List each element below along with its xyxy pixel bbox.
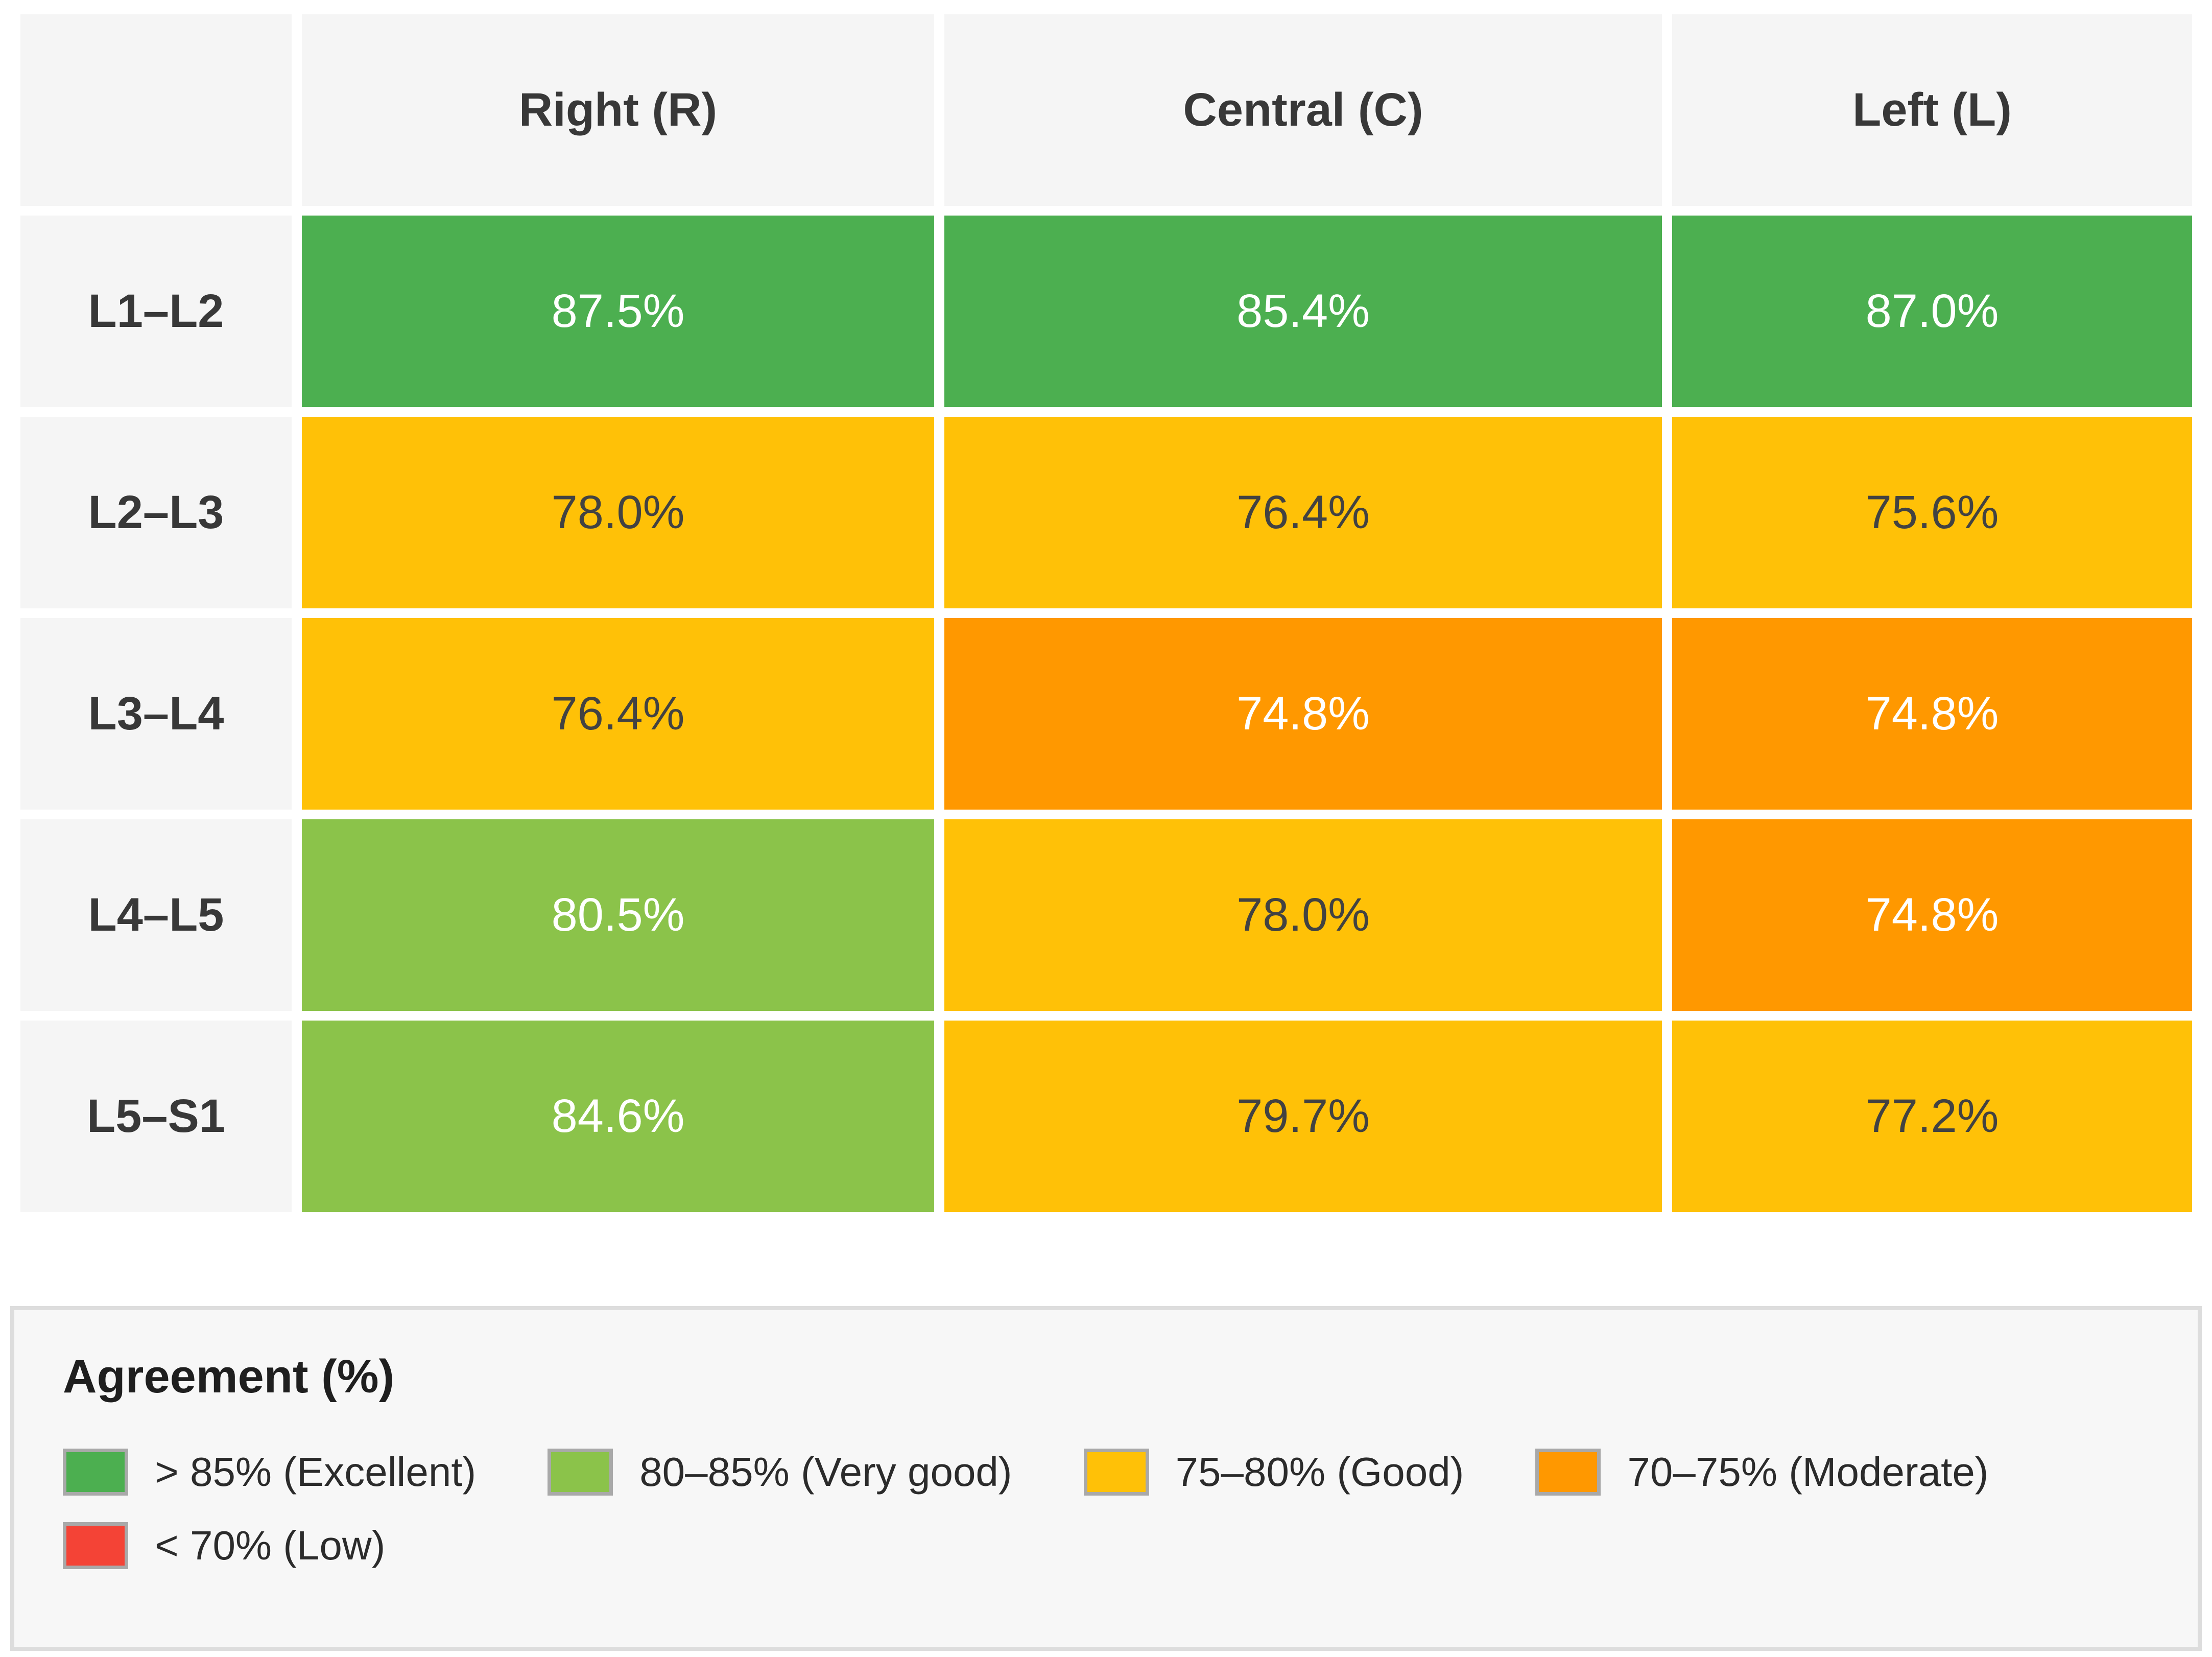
legend-item-label: < 70% (Low) xyxy=(155,1523,386,1568)
heatmap-cell-l5s1-right: 84.6% xyxy=(302,1021,934,1212)
heatmap-cell-l3l4-left: 74.8% xyxy=(1672,618,2192,810)
legend-item-label: 70–75% (Moderate) xyxy=(1627,1449,1989,1495)
legend-item-good: 75–80% (Good) xyxy=(1083,1449,1464,1496)
legend-item-very-good: 80–85% (Very good) xyxy=(548,1449,1012,1496)
row-label-l5-s1: L5–S1 xyxy=(20,1021,292,1212)
col-header-central: Central (C) xyxy=(944,14,1662,206)
heatmap-cell-l3l4-central: 74.8% xyxy=(944,618,1662,810)
agreement-heatmap-table: Right (R) Central (C) Left (L) L1–L2 87.… xyxy=(20,14,2192,1212)
legend-swatch-good xyxy=(1083,1449,1149,1496)
heatmap-cell-l1l2-central: 85.4% xyxy=(944,216,1662,407)
legend-swatch-low xyxy=(63,1522,128,1569)
row-label-l3-l4: L3–L4 xyxy=(20,618,292,810)
heatmap-cell-l5s1-left: 77.2% xyxy=(1672,1021,2192,1212)
legend-row-1: > 85% (Excellent) 80–85% (Very good) 75–… xyxy=(63,1449,2177,1496)
heatmap-cell-l2l3-left: 75.6% xyxy=(1672,417,2192,608)
col-header-left: Left (L) xyxy=(1672,14,2192,206)
heatmap-cell-l2l3-central: 76.4% xyxy=(944,417,1662,608)
heatmap-cell-l1l2-right: 87.5% xyxy=(302,216,934,407)
row-label-l1-l2: L1–L2 xyxy=(20,216,292,407)
corner-cell xyxy=(20,14,292,206)
legend-row-2: < 70% (Low) xyxy=(63,1522,2177,1569)
legend-swatch-very-good xyxy=(548,1449,613,1496)
heatmap-cell-l5s1-central: 79.7% xyxy=(944,1021,1662,1212)
legend-item-low: < 70% (Low) xyxy=(63,1522,385,1569)
legend-swatch-moderate xyxy=(1535,1449,1601,1496)
row-label-l2-l3: L2–L3 xyxy=(20,417,292,608)
legend-item-moderate: 70–75% (Moderate) xyxy=(1535,1449,1988,1496)
legend-item-label: 75–80% (Good) xyxy=(1175,1449,1464,1495)
heatmap-cell-l4l5-central: 78.0% xyxy=(944,819,1662,1011)
legend-swatch-excellent xyxy=(63,1449,128,1496)
legend-item-excellent: > 85% (Excellent) xyxy=(63,1449,476,1496)
legend-item-label: 80–85% (Very good) xyxy=(639,1449,1012,1495)
heatmap-cell-l4l5-left: 74.8% xyxy=(1672,819,2192,1011)
row-label-l4-l5: L4–L5 xyxy=(20,819,292,1011)
legend-item-label: > 85% (Excellent) xyxy=(155,1449,477,1495)
heatmap-cell-l2l3-right: 78.0% xyxy=(302,417,934,608)
heatmap-cell-l4l5-right: 80.5% xyxy=(302,819,934,1011)
heatmap-cell-l3l4-right: 76.4% xyxy=(302,618,934,810)
legend-panel: Agreement (%) > 85% (Excellent) 80–85% (… xyxy=(10,1306,2202,1651)
col-header-right: Right (R) xyxy=(302,14,934,206)
heatmap-cell-l1l2-left: 87.0% xyxy=(1672,216,2192,407)
legend-title: Agreement (%) xyxy=(63,1351,395,1403)
